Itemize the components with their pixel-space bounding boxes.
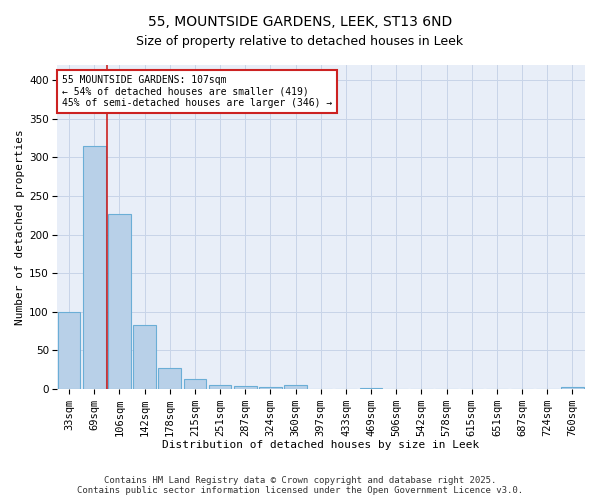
Bar bbox=[259, 387, 282, 388]
Bar bbox=[58, 312, 80, 388]
Bar bbox=[184, 380, 206, 388]
Text: 55, MOUNTSIDE GARDENS, LEEK, ST13 6ND: 55, MOUNTSIDE GARDENS, LEEK, ST13 6ND bbox=[148, 15, 452, 29]
X-axis label: Distribution of detached houses by size in Leek: Distribution of detached houses by size … bbox=[162, 440, 479, 450]
Y-axis label: Number of detached properties: Number of detached properties bbox=[15, 129, 25, 324]
Bar bbox=[284, 385, 307, 388]
Bar bbox=[133, 324, 156, 388]
Bar bbox=[234, 386, 257, 388]
Bar bbox=[108, 214, 131, 388]
Bar bbox=[209, 385, 232, 388]
Bar bbox=[83, 146, 106, 388]
Bar bbox=[561, 387, 584, 388]
Text: Contains HM Land Registry data © Crown copyright and database right 2025.
Contai: Contains HM Land Registry data © Crown c… bbox=[77, 476, 523, 495]
Bar bbox=[158, 368, 181, 388]
Text: Size of property relative to detached houses in Leek: Size of property relative to detached ho… bbox=[136, 35, 464, 48]
Text: 55 MOUNTSIDE GARDENS: 107sqm
← 54% of detached houses are smaller (419)
45% of s: 55 MOUNTSIDE GARDENS: 107sqm ← 54% of de… bbox=[62, 74, 332, 108]
